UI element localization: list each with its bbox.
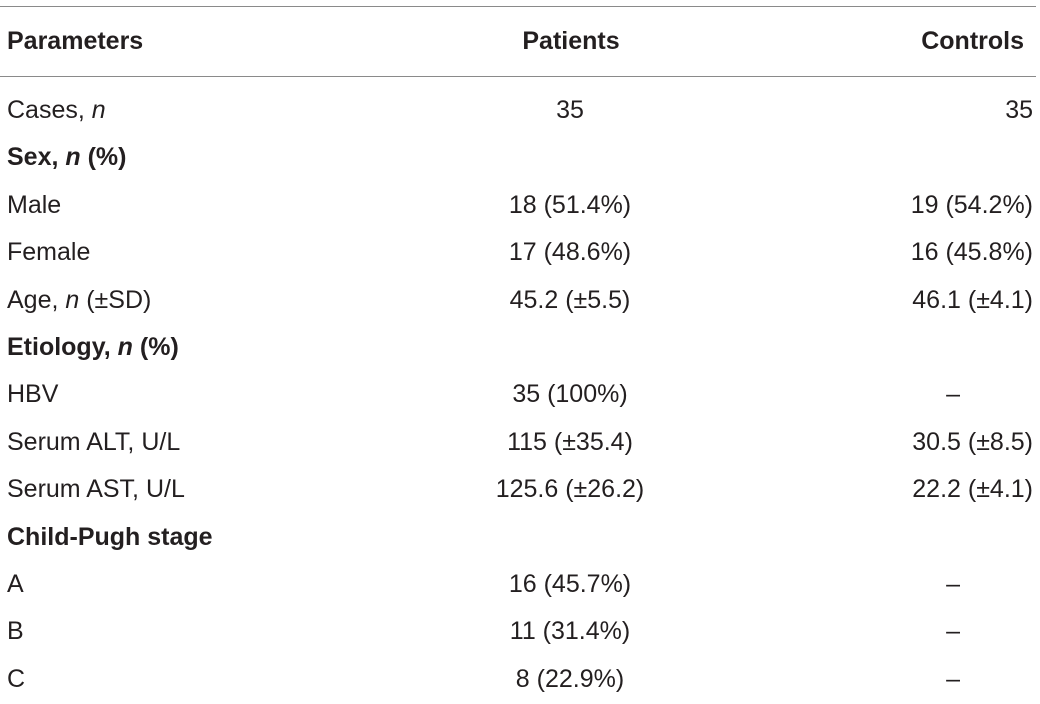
- row-parameter-label: Serum AST, U/L: [7, 477, 185, 502]
- header-patients: Patients: [522, 27, 620, 55]
- row-parameter-text: Age,: [7, 285, 66, 314]
- row-parameter-suffix: (%): [80, 143, 127, 172]
- row-controls-value: 46.1 (±4.1): [912, 285, 1033, 314]
- row-parameter-text: Child-Pugh stage: [7, 522, 213, 551]
- row-patients-value: 18 (51.4%): [508, 190, 632, 219]
- table-row: HBV 35 (100%) –: [0, 372, 1040, 419]
- row-parameter-label: A: [7, 569, 24, 598]
- table-header-row: Parameters Patients Controls: [0, 8, 1040, 74]
- row-parameter-text: Serum ALT, U/L: [7, 427, 181, 456]
- row-patients-value: 115 (±35.4): [507, 427, 633, 456]
- table-row: A 16 (45.7%) –: [0, 562, 1040, 609]
- row-parameter-label: Male: [7, 190, 62, 219]
- row-parameter-suffix: (±SD): [79, 285, 152, 314]
- row-controls-value: 35: [1005, 96, 1033, 124]
- row-controls-value: –: [946, 569, 960, 598]
- row-controls-value: –: [946, 617, 960, 646]
- row-parameter-italic: n: [65, 285, 80, 314]
- table-row: Female 17 (48.6%) 16 (45.8%): [0, 230, 1040, 277]
- header-parameters: Parameters: [7, 27, 144, 55]
- row-parameter-label: Sex, n (%): [7, 145, 126, 170]
- row-parameter-label: HBV: [7, 382, 58, 407]
- row-controls-value: 30.5 (±8.5): [912, 427, 1033, 456]
- row-parameter-text: B: [7, 617, 24, 646]
- table-section-row: Child-Pugh stage: [0, 515, 1040, 562]
- row-parameter-label: Cases, n: [7, 98, 106, 123]
- row-patients-value: 125.6 (±26.2): [495, 475, 645, 504]
- row-patients-value: 35: [556, 96, 584, 124]
- row-patients-value: 45.2 (±5.5): [509, 285, 631, 314]
- row-patients-value: 35 (100%): [512, 380, 628, 409]
- row-parameter-label: Age, n (±SD): [7, 285, 152, 314]
- row-patients-value: 11 (31.4%): [509, 617, 631, 646]
- row-parameter-text: Sex,: [7, 143, 66, 172]
- table-row: B 11 (31.4%) –: [0, 609, 1040, 656]
- table-row: Serum ALT, U/L 115 (±35.4) 30.5 (±8.5): [0, 420, 1040, 467]
- row-parameter-text: Male: [7, 190, 62, 219]
- table-header-rule: [0, 76, 1036, 77]
- table-row: Cases, n 35 35: [0, 88, 1040, 135]
- row-parameter-text: Cases,: [7, 96, 92, 124]
- table-row: Age, n (±SD) 45.2 (±5.5) 46.1 (±4.1): [0, 278, 1040, 325]
- row-parameter-label: Child-Pugh stage: [7, 522, 213, 551]
- row-patients-value: 17 (48.6%): [508, 238, 632, 267]
- row-patients-value: 16 (45.7%): [508, 569, 632, 598]
- row-parameter-label: C: [7, 664, 26, 693]
- row-controls-value: –: [946, 380, 960, 409]
- row-parameter-label: Etiology, n (%): [7, 332, 179, 361]
- row-controls-value: –: [946, 664, 960, 693]
- row-controls-value: 16 (45.8%): [910, 238, 1033, 267]
- table-row: Male 18 (51.4%) 19 (54.2%): [0, 183, 1040, 230]
- row-controls-value: 22.2 (±4.1): [912, 475, 1033, 504]
- table-top-rule: [0, 6, 1036, 7]
- row-parameter-label: Female: [7, 240, 90, 265]
- table-body: Cases, n 35 35 Sex, n (%) Male 18 (51.4%) 19 (…: [0, 88, 1040, 704]
- row-parameter-label: B: [7, 619, 24, 644]
- row-parameter-text: HBV: [7, 380, 59, 409]
- row-patients-value: 8 (22.9%): [515, 664, 625, 693]
- row-parameter-suffix: (%): [132, 332, 179, 361]
- row-controls-value: 19 (54.2%): [910, 190, 1033, 219]
- row-parameter-text: C: [7, 664, 26, 693]
- row-parameter-text: Serum AST, U/L: [7, 475, 185, 504]
- row-parameter-text: A: [7, 569, 24, 598]
- row-parameter-text: Etiology,: [7, 332, 118, 361]
- table-section-row: Etiology, n (%): [0, 325, 1040, 372]
- row-parameter-text: Female: [7, 238, 91, 267]
- row-parameter-italic: n: [65, 143, 81, 172]
- table-section-row: Sex, n (%): [0, 135, 1040, 182]
- row-parameter-italic: n: [91, 96, 106, 124]
- row-parameter-italic: n: [117, 332, 133, 361]
- row-parameter-label: Serum ALT, U/L: [7, 427, 181, 456]
- table-row: Serum AST, U/L 125.6 (±26.2) 22.2 (±4.1): [0, 467, 1040, 514]
- header-controls: Controls: [921, 27, 1024, 55]
- table-row: C 8 (22.9%) –: [0, 657, 1040, 704]
